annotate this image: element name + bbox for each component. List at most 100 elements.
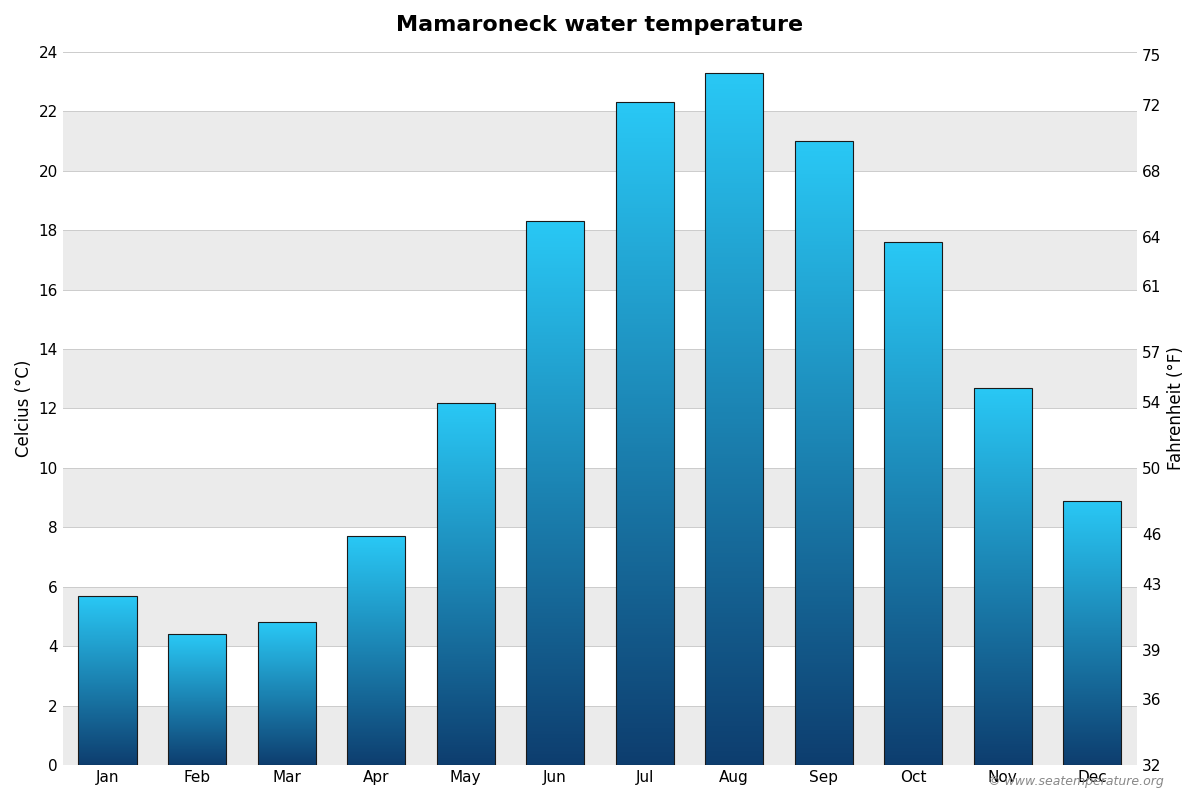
Bar — [706, 318, 763, 320]
Bar — [1063, 613, 1122, 614]
Bar — [973, 417, 1032, 418]
Bar — [1063, 638, 1122, 639]
Bar — [973, 485, 1032, 486]
Bar — [884, 654, 942, 655]
Bar — [616, 462, 673, 465]
Bar — [437, 743, 494, 745]
Bar — [973, 686, 1032, 687]
Bar — [616, 555, 673, 558]
Bar — [616, 582, 673, 584]
Bar — [616, 726, 673, 727]
Bar — [973, 683, 1032, 685]
Bar — [884, 661, 942, 662]
Bar — [526, 454, 584, 455]
Bar — [884, 589, 942, 590]
Bar — [794, 761, 853, 763]
Bar — [706, 98, 763, 100]
Bar — [437, 418, 494, 419]
Bar — [706, 566, 763, 569]
Bar — [794, 553, 853, 555]
Bar — [794, 661, 853, 663]
Bar — [437, 714, 494, 715]
Bar — [526, 706, 584, 707]
Bar — [437, 553, 494, 554]
Bar — [616, 619, 673, 622]
Bar — [526, 419, 584, 421]
Bar — [973, 755, 1032, 756]
Bar — [1063, 531, 1122, 532]
Bar — [973, 502, 1032, 503]
Bar — [526, 310, 584, 312]
Bar — [526, 511, 584, 513]
Bar — [437, 411, 494, 412]
Bar — [616, 149, 673, 151]
Bar — [794, 505, 853, 507]
Bar — [526, 718, 584, 720]
Bar — [616, 610, 673, 613]
Bar — [526, 515, 584, 517]
Bar — [706, 668, 763, 670]
Bar — [706, 190, 763, 193]
Bar — [437, 612, 494, 613]
Bar — [526, 660, 584, 662]
Bar — [526, 524, 584, 526]
Bar — [526, 238, 584, 239]
Bar — [526, 653, 584, 654]
Bar — [526, 562, 584, 564]
Bar — [884, 486, 942, 488]
Bar — [616, 184, 673, 186]
Bar — [526, 318, 584, 319]
Bar — [526, 434, 584, 435]
Bar — [526, 362, 584, 365]
Bar — [616, 218, 673, 219]
Bar — [437, 421, 494, 422]
Bar — [706, 560, 763, 562]
Bar — [526, 466, 584, 468]
Bar — [526, 358, 584, 359]
Bar — [884, 382, 942, 383]
Bar — [884, 606, 942, 608]
Bar — [526, 334, 584, 335]
Bar — [973, 434, 1032, 435]
Bar — [706, 746, 763, 749]
Bar — [706, 509, 763, 511]
Bar — [526, 647, 584, 649]
Bar — [616, 427, 673, 430]
Bar — [884, 739, 942, 741]
Bar — [616, 737, 673, 738]
Bar — [616, 486, 673, 489]
Bar — [706, 574, 763, 576]
Bar — [706, 638, 763, 641]
Bar — [437, 449, 494, 450]
Bar — [884, 438, 942, 439]
Bar — [794, 680, 853, 682]
Bar — [616, 644, 673, 646]
Bar — [437, 562, 494, 563]
Bar — [616, 153, 673, 155]
Bar — [1063, 605, 1122, 606]
Bar — [616, 602, 673, 604]
Bar — [1063, 760, 1122, 761]
Bar — [706, 682, 763, 684]
Bar — [437, 627, 494, 629]
Bar — [437, 492, 494, 493]
Bar — [437, 573, 494, 574]
Bar — [1063, 583, 1122, 584]
Bar — [884, 291, 942, 293]
Bar — [706, 657, 763, 659]
Bar — [884, 463, 942, 466]
Bar — [616, 294, 673, 297]
Bar — [616, 396, 673, 398]
Bar — [437, 544, 494, 545]
Bar — [706, 264, 763, 266]
Bar — [973, 705, 1032, 706]
Bar — [616, 341, 673, 343]
Bar — [973, 397, 1032, 398]
Bar — [794, 424, 853, 426]
Bar — [706, 149, 763, 151]
Bar — [526, 546, 584, 547]
Bar — [616, 292, 673, 294]
Bar — [616, 182, 673, 184]
Bar — [884, 718, 942, 720]
Bar — [794, 338, 853, 341]
